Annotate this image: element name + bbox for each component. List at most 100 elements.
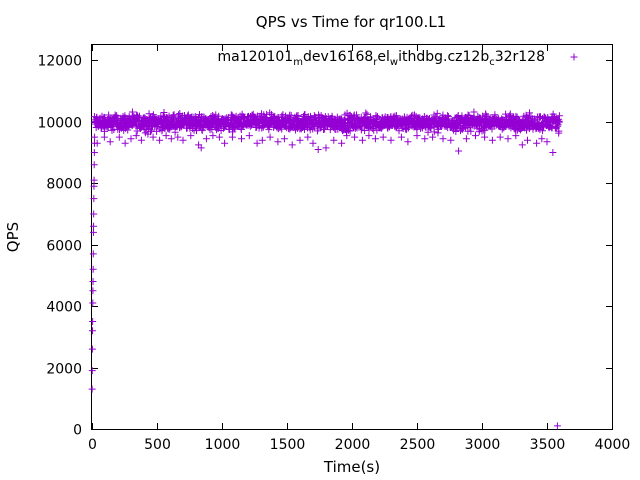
data-point — [89, 228, 97, 236]
data-point — [555, 112, 563, 120]
data-point — [371, 135, 379, 143]
data-point — [156, 136, 164, 144]
y-tick-label: 0 — [73, 423, 82, 439]
data-point — [481, 133, 489, 141]
data-point — [135, 112, 143, 120]
data-point — [209, 132, 217, 140]
data-point — [253, 139, 261, 147]
legend-subscript: m — [293, 57, 303, 68]
data-point — [458, 112, 466, 120]
data-point — [90, 149, 98, 157]
data-point — [89, 299, 97, 307]
x-tick-label: 0 — [88, 437, 97, 453]
data-point — [362, 109, 370, 117]
data-point — [374, 113, 382, 121]
data-point — [439, 135, 447, 143]
data-point — [89, 317, 97, 325]
data-point — [367, 113, 375, 121]
data-point — [555, 129, 563, 137]
data-point — [314, 145, 322, 153]
data-point — [90, 195, 98, 203]
data-point — [444, 113, 452, 121]
x-tick-label: 3500 — [530, 437, 566, 453]
data-point — [90, 210, 98, 218]
data-point — [162, 132, 170, 140]
data-point — [345, 126, 353, 134]
data-point — [358, 136, 366, 144]
chart-title: QPS vs Time for qr100.L1 — [256, 13, 446, 31]
data-point — [212, 111, 220, 119]
data-point — [115, 133, 123, 141]
data-point — [149, 133, 157, 141]
data-point — [455, 147, 463, 155]
data-point — [89, 278, 97, 286]
data-point — [353, 111, 361, 119]
data-point — [387, 136, 395, 144]
data-point — [430, 128, 438, 136]
data-point — [89, 250, 97, 258]
x-tick-label: 3000 — [465, 437, 501, 453]
data-point — [160, 109, 168, 117]
data-point — [404, 138, 412, 146]
y-axis-label: QPS — [4, 222, 22, 252]
data-point — [379, 133, 387, 141]
data-point — [90, 182, 98, 190]
y-tick-label: 6000 — [46, 239, 82, 255]
data-point — [121, 139, 129, 147]
data-point — [538, 135, 546, 143]
y-tick-label: 12000 — [37, 54, 82, 70]
data-point — [132, 132, 140, 140]
legend-segment: dev16168 — [303, 49, 373, 65]
data-point — [343, 132, 351, 140]
x-tick-label: 2000 — [335, 437, 371, 453]
data-point — [365, 132, 373, 140]
data-point — [330, 136, 338, 144]
data-point — [221, 139, 229, 147]
data-point — [245, 132, 253, 140]
data-point — [288, 141, 296, 149]
data-point — [274, 138, 282, 146]
data-point — [506, 110, 514, 118]
y-tick-label: 2000 — [46, 362, 82, 378]
data-point — [553, 422, 561, 430]
data-point — [351, 133, 359, 141]
data-point — [280, 135, 288, 143]
data-point — [89, 327, 97, 335]
data-point — [472, 132, 479, 140]
y-axis: 0 2000 4000 6000 8000 10000 12000 — [37, 54, 612, 439]
legend-plus-marker — [570, 53, 578, 61]
data-point — [397, 133, 405, 141]
data-point — [533, 139, 541, 147]
data-point — [465, 111, 473, 119]
data-point — [453, 123, 461, 131]
legend-series-name: ma120101mdev16168relwithdbg.cz12bc32r128 — [218, 49, 545, 68]
data-point — [504, 135, 512, 143]
data-point — [89, 287, 97, 295]
x-axis: 0 500 1000 1500 2000 2500 3000 3500 4000 — [88, 45, 630, 453]
data-point — [145, 110, 153, 118]
data-point — [187, 132, 195, 140]
legend-subscript: r — [373, 57, 378, 68]
data-point — [90, 161, 98, 169]
data-point — [552, 124, 560, 132]
plot-frame — [91, 44, 613, 430]
data-point — [555, 118, 563, 126]
data-point — [518, 141, 526, 149]
series-points — [88, 108, 563, 430]
data-point — [424, 128, 432, 136]
data-point — [433, 109, 441, 117]
data-point — [88, 367, 96, 375]
data-point — [258, 136, 266, 144]
data-point — [137, 136, 145, 144]
x-tick-label: 1500 — [270, 437, 306, 453]
data-point — [512, 132, 520, 140]
data-point — [549, 149, 557, 157]
data-point — [296, 136, 304, 144]
data-point — [447, 136, 455, 144]
legend-segment: el — [377, 49, 390, 65]
data-point — [304, 133, 312, 141]
x-axis-label: Time(s) — [323, 458, 380, 476]
data-point — [202, 135, 210, 143]
legend-segment: ithdbg.cz12b — [398, 49, 489, 65]
